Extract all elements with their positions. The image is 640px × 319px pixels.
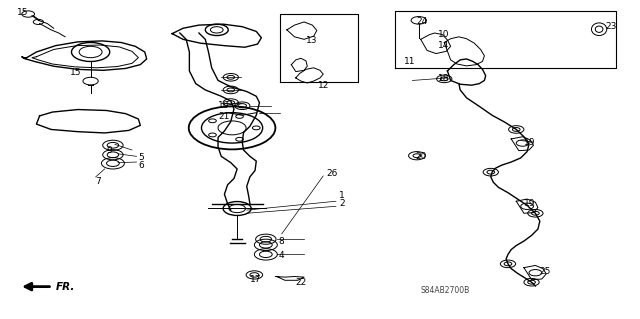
Text: S84AB2700B: S84AB2700B bbox=[420, 286, 470, 295]
Text: 15: 15 bbox=[70, 68, 82, 77]
Text: 6: 6 bbox=[138, 161, 144, 170]
Text: 7: 7 bbox=[96, 177, 102, 186]
Text: 25: 25 bbox=[540, 267, 551, 276]
Text: 23: 23 bbox=[605, 22, 617, 31]
Text: 19: 19 bbox=[524, 137, 536, 147]
Text: 8: 8 bbox=[278, 237, 284, 246]
Text: 5: 5 bbox=[138, 153, 144, 162]
Text: 4: 4 bbox=[278, 251, 284, 260]
Text: 10: 10 bbox=[438, 30, 449, 39]
Text: 17: 17 bbox=[250, 275, 261, 284]
Text: 16: 16 bbox=[218, 101, 230, 110]
Text: 14: 14 bbox=[438, 41, 449, 50]
Text: 11: 11 bbox=[404, 57, 415, 66]
Text: 19: 19 bbox=[524, 199, 536, 208]
Text: 18: 18 bbox=[438, 74, 449, 83]
Text: 2: 2 bbox=[339, 199, 345, 208]
Text: 22: 22 bbox=[296, 278, 307, 287]
Text: 12: 12 bbox=[318, 81, 330, 90]
Text: 24: 24 bbox=[417, 18, 428, 26]
Text: 9: 9 bbox=[106, 145, 112, 154]
Text: 20: 20 bbox=[415, 152, 427, 161]
Text: 26: 26 bbox=[326, 169, 338, 178]
Text: 21: 21 bbox=[218, 112, 229, 121]
Text: 15: 15 bbox=[17, 8, 29, 17]
Text: 13: 13 bbox=[306, 36, 317, 45]
Text: 1: 1 bbox=[339, 191, 345, 200]
Text: FR.: FR. bbox=[56, 282, 75, 292]
